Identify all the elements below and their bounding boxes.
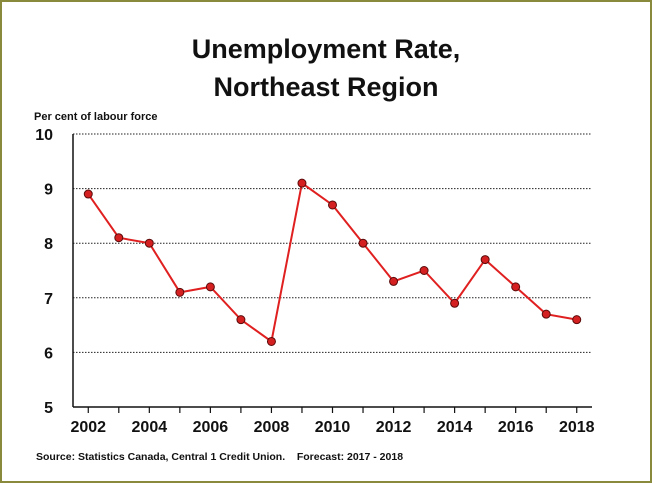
data-point-2011 <box>358 238 368 248</box>
y-tick-label-5: 5 <box>44 400 53 417</box>
data-point-2002 <box>83 189 93 199</box>
chart-title-line-1: Unemployment Rate, <box>191 34 461 64</box>
x-tick-label-2004: 2004 <box>132 419 168 436</box>
x-tick-label-2014: 2014 <box>437 419 473 436</box>
y-tick-label-7: 7 <box>44 291 53 308</box>
data-point-2010 <box>328 200 337 210</box>
data-point-2014 <box>450 298 460 308</box>
source-note: Source: Statistics Canada, Central 1 Cre… <box>36 451 403 463</box>
chart-title-line-2: Northeast Region <box>213 72 439 102</box>
data-point-2006 <box>205 282 215 292</box>
data-point-2008 <box>266 336 276 346</box>
data-point-2003 <box>114 233 124 243</box>
source-text: Source: Statistics Canada, Central 1 Cre… <box>36 451 286 463</box>
data-point-2012 <box>389 276 399 286</box>
y-tick-label-10: 10 <box>35 127 53 144</box>
y-axis-label: Per cent of labour force <box>34 111 158 123</box>
data-point-2018 <box>572 315 582 325</box>
y-tick-label-9: 9 <box>44 182 53 199</box>
data-point-2017 <box>541 309 551 319</box>
x-tick-label-2006: 2006 <box>193 419 229 436</box>
x-tick-label-2008: 2008 <box>254 419 290 436</box>
x-tick-label-2002: 2002 <box>70 419 106 436</box>
x-tick-label-2018: 2018 <box>559 419 595 436</box>
data-point-2013 <box>419 266 429 275</box>
x-tick-label-2010: 2010 <box>315 419 351 436</box>
x-tick-label-2016: 2016 <box>498 419 534 436</box>
data-point-2007 <box>236 315 246 325</box>
data-point-2004 <box>144 238 154 248</box>
x-tick-label-2012: 2012 <box>376 419 412 436</box>
data-point-2016 <box>511 282 521 292</box>
data-point-2005 <box>175 287 185 297</box>
chart-title: Unemployment Rate, Northeast Region <box>0 30 652 106</box>
y-tick-label-6: 6 <box>44 345 53 362</box>
data-point-2015 <box>480 255 490 265</box>
y-tick-label-8: 8 <box>44 236 53 253</box>
data-point-2009 <box>297 178 307 188</box>
forecast-note: Forecast: 2017 - 2018 <box>296 451 404 463</box>
